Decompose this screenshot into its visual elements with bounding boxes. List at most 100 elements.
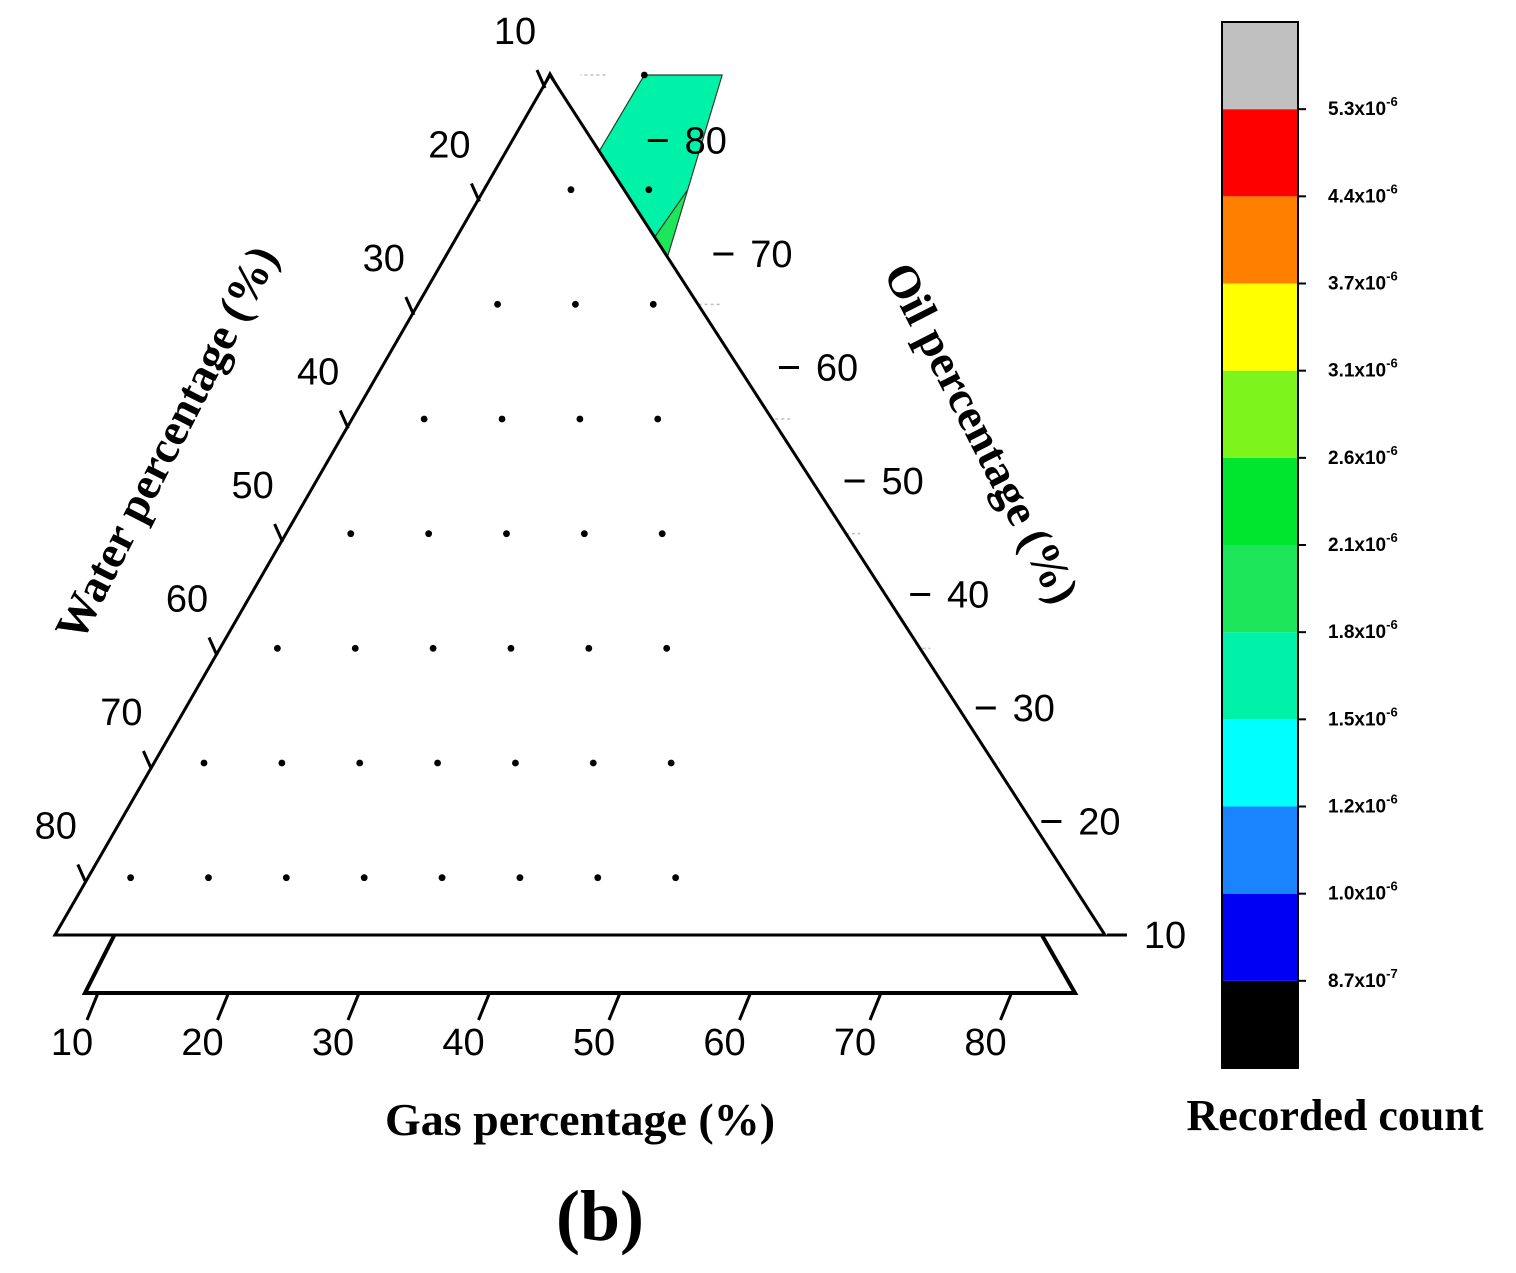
measurement-point: [672, 874, 680, 882]
ternary-frame: [52, 70, 1108, 995]
bottom-tick-mark: [85, 992, 100, 1021]
measurement-point: [585, 644, 593, 652]
colorbar-swatch: [1222, 370, 1298, 458]
measurement-point: [425, 530, 433, 538]
colorbar-label: 4.4x10-6: [1328, 181, 1398, 207]
left-tick-label: 80: [35, 806, 77, 848]
left-tick-mark: [273, 523, 284, 543]
colorbar-border: [1221, 21, 1299, 1069]
right-tick-label: 30: [1013, 688, 1055, 730]
colorbar-swatch: [1222, 980, 1298, 1068]
measurement-point: [589, 759, 597, 767]
colorbar-label: 2.1x10-6: [1328, 530, 1398, 556]
colorbar-label: 1.2x10-6: [1328, 792, 1398, 818]
colorbar-swatch: [1222, 545, 1298, 633]
measurement-point: [645, 186, 653, 194]
colorbar-label: 8.7x10-7: [1328, 966, 1398, 992]
bottom-tick-mark: [738, 992, 752, 1021]
left-tick-label: 70: [100, 692, 142, 734]
colorbar-label: 1.8x10-6: [1328, 617, 1398, 643]
right-tick-label: 70: [750, 234, 792, 276]
measurement-point: [347, 530, 355, 538]
bottom-tick-label: 10: [51, 1022, 93, 1064]
colorbar-label: 1.0x10-6: [1328, 879, 1398, 905]
measurement-point: [654, 415, 662, 423]
bottom-tick-label: 40: [442, 1022, 484, 1064]
measurement-point: [494, 300, 501, 308]
right-tick-label: 40: [947, 575, 989, 617]
bottom-tick-mark: [477, 992, 491, 1021]
measurement-point: [503, 530, 510, 538]
measurement-point: [200, 759, 208, 767]
left-tick-label: 10: [494, 11, 536, 53]
bottom-tick-mark: [346, 992, 361, 1021]
measurement-point: [580, 530, 588, 538]
colorbar-label: 1.5x10-6: [1328, 704, 1398, 730]
bottom-tick-mark: [216, 992, 230, 1021]
bottom-tick-label: 80: [964, 1022, 1006, 1064]
left-tick-mark: [207, 636, 219, 657]
bottom-tick-label: 70: [834, 1022, 876, 1064]
left-tick-mark: [338, 409, 350, 430]
left-tick-mark: [470, 182, 481, 203]
measurement-points: [127, 71, 680, 882]
colorbar-swatch: [1222, 806, 1298, 894]
colorbar-swatch: [1222, 719, 1298, 807]
ternary-triangle: [52, 72, 1108, 937]
measurement-point: [429, 644, 437, 652]
left-tick-label: 50: [231, 465, 273, 507]
colorbar-swatch: [1222, 109, 1298, 197]
measurement-point: [127, 874, 135, 882]
measurement-point: [351, 644, 359, 652]
left-tick-label: 60: [166, 579, 208, 621]
colorbar: 8.7x10-7 1.0x10-6 1.2x10-6 1.5x10-6 1.8x10-6…: [1221, 21, 1398, 1069]
left-tick-mark: [404, 296, 416, 316]
measurement-point: [572, 300, 579, 308]
bottom-tick-label: 60: [703, 1022, 745, 1064]
measurement-point: [434, 759, 441, 767]
colorbar-swatch: [1222, 22, 1298, 110]
left-tick-mark: [535, 69, 547, 89]
bottom-tick-label: 20: [181, 1022, 223, 1064]
colorbar-label: 2.6x10-6: [1328, 443, 1398, 469]
right-tick-label: 50: [881, 461, 923, 503]
right-tick-label: 80: [685, 121, 727, 163]
right-tick-label: 20: [1078, 802, 1120, 844]
colorbar-label: 3.7x10-6: [1328, 269, 1398, 295]
colorbar-swatch: [1222, 893, 1298, 981]
left-tick-mark: [76, 863, 88, 884]
left-tick-label: 20: [428, 125, 470, 167]
measurement-point: [663, 644, 671, 652]
colorbar-swatch: [1222, 196, 1298, 284]
bottom-tick-label: 30: [312, 1022, 354, 1064]
bottom-tick-mark: [999, 992, 1013, 1021]
left-tick-label: 40: [297, 352, 339, 394]
right-tick-label: 10: [1144, 915, 1186, 957]
measurement-point: [282, 874, 290, 882]
colorbar-swatch: [1222, 632, 1298, 720]
measurement-point: [649, 300, 657, 308]
colorbar-label: 5.3x10-6: [1328, 94, 1398, 120]
measurement-point: [576, 415, 584, 423]
left-tick-mark: [142, 750, 153, 770]
measurement-point: [420, 415, 428, 423]
measurement-point: [594, 874, 602, 882]
bottom-tick-mark: [868, 992, 883, 1021]
measurement-point: [507, 644, 515, 652]
bottom-tick-mark: [607, 992, 622, 1021]
bottom-axis-title: Gas percentage (%): [385, 1094, 775, 1145]
panel-label: (b): [556, 1176, 644, 1256]
colorbar-swatch: [1222, 283, 1298, 371]
measurement-point: [278, 759, 286, 767]
measurement-point: [516, 874, 524, 882]
measurement-point: [658, 530, 666, 538]
colorbar-swatch: [1222, 457, 1298, 545]
measurement-point: [356, 759, 364, 767]
measurement-point: [567, 186, 575, 194]
right-tick-label: 60: [816, 348, 858, 390]
measurement-point: [498, 415, 506, 423]
axis-ticks: 10 20 30 40 50 60 70 80 10 20 30 40 50 60 70 80 10 20 30 40…: [35, 11, 1186, 1064]
bottom-tick-label: 50: [573, 1022, 615, 1064]
measurement-point: [512, 759, 519, 767]
